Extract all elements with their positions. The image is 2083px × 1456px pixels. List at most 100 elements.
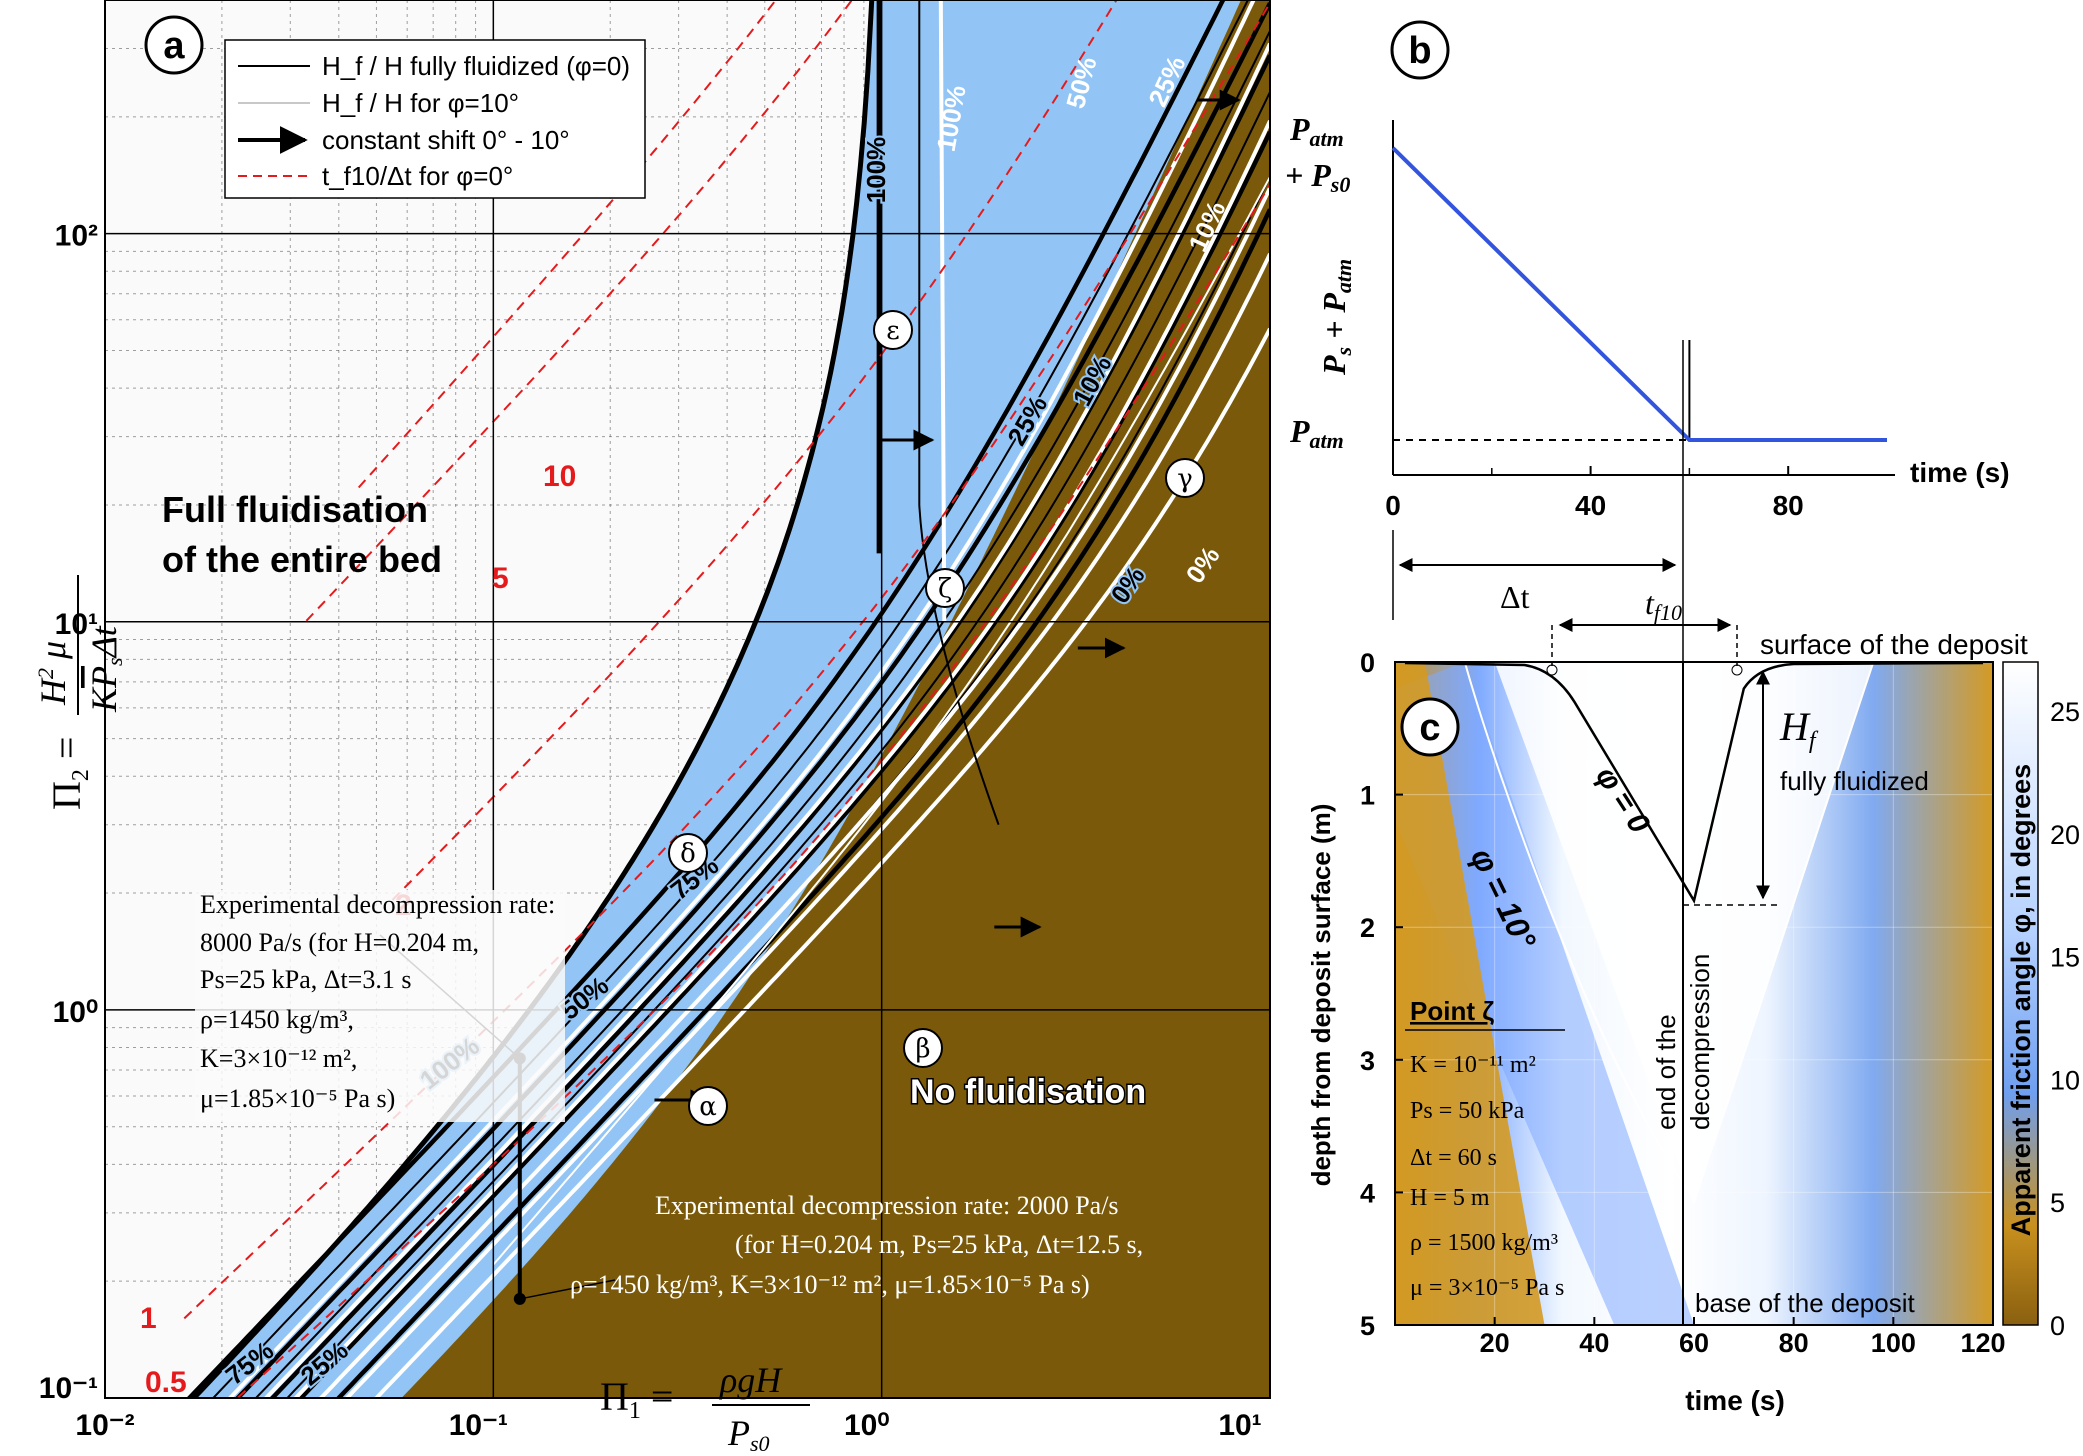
- point-zeta-line-6: μ = 3×10⁻⁵ Pa s: [1410, 1275, 1564, 1301]
- panel-c-y-tick-label: 2: [1360, 913, 1375, 943]
- panel-c-letter-circle: [1400, 697, 1460, 757]
- colorbar: [2002, 661, 2039, 1326]
- y-tick-label: 10⁰: [53, 996, 98, 1029]
- point-marker-circle: [903, 1028, 943, 1068]
- annotation-2000-line-0: Experimental decompression rate: 2000 Pa…: [655, 1191, 1119, 1220]
- colorbar-tick-label: 25: [2050, 697, 2080, 727]
- legend: H_f / H fully fluidized (φ=0) H_f / H fo…: [224, 39, 646, 199]
- point-markers: α β γ δ ε ζ: [668, 310, 1205, 1126]
- point-marker-circle: [1165, 458, 1205, 498]
- colorbar-tick-label: 20: [2050, 820, 2080, 850]
- legend-label-0: H_f / H fully fluidized (φ=0): [322, 51, 630, 81]
- svg-text:Ps + Patm: Ps + Patm: [1316, 259, 1356, 376]
- surface-label: surface of the deposit: [1760, 629, 2028, 660]
- panel-c-y-tick-label: 0: [1360, 648, 1375, 678]
- contour-100-phi10: [918, 0, 1000, 826]
- panel-c-letter: c: [1419, 707, 1440, 749]
- point-zeta-line-3: Δt = 60 s: [1410, 1145, 1497, 1171]
- x-tick-label: 10⁰: [844, 1409, 889, 1442]
- contour-black-thin: [254, 30, 1270, 1398]
- contour-white: [292, 119, 1270, 1398]
- legend-label-1: H_f / H for φ=10°: [322, 88, 519, 118]
- panel-c-x-tick-label: 20: [1480, 1328, 1510, 1358]
- end-decompression-label: end of the decompression: [1651, 954, 1715, 1130]
- red-label: 5: [492, 562, 509, 595]
- contour-white: [373, 327, 1270, 1398]
- contour-black-thick: [269, 54, 1270, 1398]
- annotation-8000: Experimental decompression rate: 8000 Pa…: [195, 890, 565, 1122]
- no-fluidisation-region: [369, 0, 1270, 1398]
- point-marker-circle: [688, 1086, 728, 1126]
- svg-text:H2 μ: H2 μ: [33, 641, 73, 706]
- end-label-2: decompression: [1685, 954, 1715, 1130]
- legend-label-3: t_f10/Δt for φ=0°: [322, 161, 513, 191]
- panel-c-x-tick-label: 60: [1679, 1328, 1709, 1358]
- x-axis-title-a-den: Ps0: [727, 1413, 770, 1456]
- red-label: 1: [140, 1302, 157, 1335]
- annotation-2000-line-2: ρ=1450 kg/m³, K=3×10⁻¹² m², μ=1.85×10⁻⁵ …: [570, 1270, 1090, 1299]
- colorbar-label-group: Apparent friction angle φ, in degrees: [2006, 764, 2036, 1236]
- x-tick-label: 10¹: [1218, 1409, 1261, 1442]
- point-zeta-line-4: H = 5 m: [1410, 1185, 1490, 1211]
- point-zeta-title: Point ζ: [1410, 996, 1494, 1026]
- panel-c-x-tick-label: 40: [1579, 1328, 1609, 1358]
- tf10-label: tf10: [1645, 585, 1682, 625]
- heatmap-white-core: [1494, 662, 1874, 1206]
- no-fluidisation-label: No fluidisation: [910, 1073, 1146, 1111]
- red-dashed-curve: [357, 0, 778, 489]
- y-tick-label: 10¹: [55, 608, 98, 641]
- y-tick-label: 10⁻¹: [39, 1372, 98, 1405]
- ps-patm-label: Ps + Patm: [1316, 259, 1356, 376]
- contour-black-thick: [297, 130, 1270, 1398]
- annotation-8000-line-3: ρ=1450 kg/m³,: [200, 1005, 354, 1034]
- red-dashed-curve: [183, 2, 1270, 1320]
- panel-b-ticks: 0 40 80: [1385, 466, 1804, 521]
- annotation-8000-line-2: Ps=25 kPa, Δt=3.1 s: [200, 965, 411, 994]
- heatmap-gold-corner: [1395, 662, 1545, 1325]
- point-zeta-annotation: Point ζ K = 10⁻¹¹ m² Ps = 50 kPa Δt = 60…: [1405, 996, 1565, 1301]
- panel-b-tick-label: 80: [1773, 490, 1804, 521]
- panel-c-grid: [1395, 662, 1993, 1325]
- point-marker-label: β: [915, 1034, 930, 1064]
- heatmap-blue-band: [1395, 662, 1694, 1325]
- legend-label-2: constant shift 0° - 10°: [322, 125, 570, 155]
- y-tick-label: 10²: [55, 220, 98, 253]
- colorbar-label: Apparent friction angle φ, in degrees: [2006, 764, 2036, 1236]
- panel-c-y-label-group: depth from deposit surface (m): [1306, 804, 1336, 1187]
- point-marker-label: α: [699, 1092, 717, 1122]
- full-fluidisation-label-1: Full fluidisation: [162, 489, 428, 530]
- panel-c-ticks: 20 40 60 80 100 120 0 1 2 3 4 5: [1360, 648, 2006, 1358]
- annotation-8000-line-5: μ=1.85×10⁻⁵ Pa s): [200, 1084, 395, 1113]
- tf10-marker-left: [1546, 664, 1558, 676]
- point-marker-circle: [873, 310, 913, 350]
- x-axis-title-a-num: ρgH: [719, 1360, 783, 1400]
- svg-text:Π2 =: Π2 =: [44, 737, 94, 810]
- red-dashed-lines: [183, 0, 1270, 1398]
- patm-label: Patm: [1289, 413, 1344, 453]
- annotation-8000-line-1: 8000 Pa/s (for H=0.204 m,: [200, 928, 479, 957]
- hf-note: fully fluidized: [1780, 766, 1929, 796]
- full-fluidisation-label-2: of the entire bed: [162, 539, 442, 580]
- colorbar-tick-label: 5: [2050, 1188, 2065, 1218]
- base-label: base of the deposit: [1695, 1288, 1915, 1318]
- panel-a-frame: [104, 0, 1271, 1399]
- contour-100-white: [938, 0, 947, 622]
- panel-b-letter: b: [1408, 30, 1431, 72]
- contour-white: [344, 253, 1270, 1398]
- red-label: 10: [543, 460, 576, 493]
- colorbar-tick-label: 10: [2050, 1065, 2080, 1095]
- panel-c-y-tick-label: 4: [1360, 1178, 1375, 1208]
- red-dashed-curve: [391, 0, 1118, 901]
- dt-label: Δt: [1500, 579, 1530, 615]
- red-label: 0.5: [145, 1366, 187, 1399]
- panel-a-letter-circle: [144, 15, 204, 75]
- panel-c-y-label: depth from deposit surface (m): [1306, 804, 1336, 1187]
- point-marker-label: ζ: [938, 574, 952, 604]
- point-zeta-line-5: ρ = 1500 kg/m³: [1410, 1230, 1558, 1256]
- colorbar-ticks: 0 5 10 15 20 25: [2050, 697, 2080, 1341]
- red-dashed-curve: [237, 184, 1270, 1398]
